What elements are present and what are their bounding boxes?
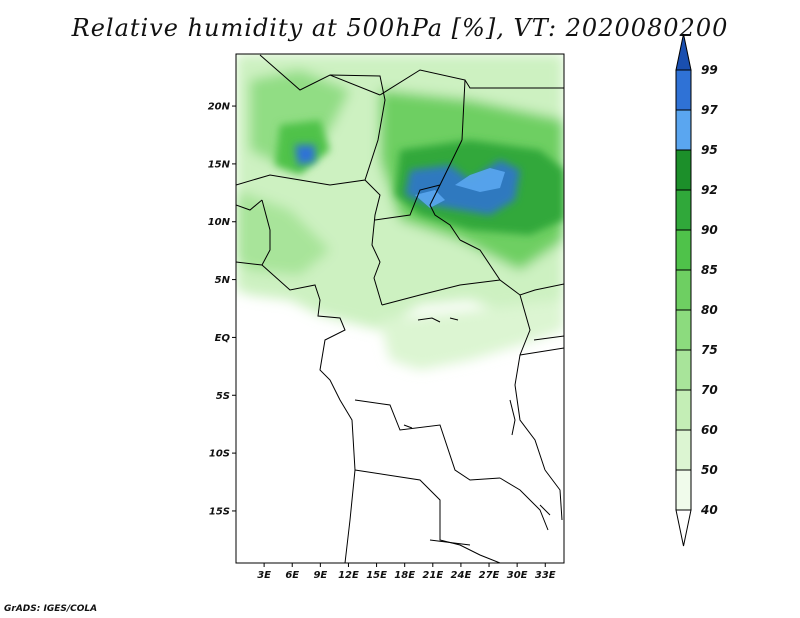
latitude-axis: 20N 15N 10N 5N EQ 5S 10S 15S [208,102,236,517]
colorbar-segment [675,389,692,431]
lat-tick-label: 5S [216,391,230,402]
lon-tick-label: 12E [338,570,359,581]
colorbar-segment [675,109,692,151]
lon-tick-label: 21E [422,570,443,581]
colorbar-segment [675,309,692,351]
colorbar-label: 60 [701,423,718,437]
colorbar-label: 70 [701,383,718,397]
lon-tick-label: 24E [451,570,472,581]
colorbar-segment [675,149,692,191]
lon-tick-label: 27E [479,570,500,581]
colorbar-label: 95 [701,143,718,157]
credit-text: GrADS: IGES/COLA [4,604,98,614]
colorbar-segment [675,349,692,391]
longitude-axis: 3E 6E 9E 12E 15E 18E 21E 24E 27E 30E 33E [257,563,556,581]
colorbar-segment [675,429,692,471]
lon-tick-label: 18E [394,570,415,581]
lon-tick-label: 3E [257,570,271,581]
colorbar-over-arrow [675,33,692,71]
map-title: Relative humidity at 500hPa [%], VT: 202… [71,14,729,42]
country-borders [236,54,564,563]
humidity-shading [236,54,564,370]
lon-tick-label: 9E [313,570,327,581]
colorbar-label: 92 [701,183,718,197]
lat-tick-label: 5N [215,275,231,286]
lat-tick-label: 15S [209,506,230,517]
colorbar-label: 75 [701,343,718,357]
colorbar-segment [675,229,692,271]
colorbar-label: 85 [701,263,718,277]
colorbar-label: 90 [701,223,718,237]
lat-tick-label: 10N [208,217,231,228]
lon-tick-label: 30E [507,570,528,581]
colorbar-label: 97 [701,103,718,117]
lat-tick-label: 10S [209,449,230,460]
colorbar-segment [675,469,692,511]
lat-tick-label: 20N [208,102,231,113]
lon-tick-label: 6E [285,570,299,581]
colorbar-label: 50 [701,463,718,477]
lat-tick-label: EQ [215,333,231,344]
colorbar-segment [675,189,692,231]
colorbar-label: 99 [701,63,718,77]
map-frame [235,53,565,564]
colorbar-segment [675,69,692,111]
colorbar-label: 80 [701,303,718,317]
colorbar: 40 50 60 70 75 80 85 90 92 95 97 99 [675,33,718,547]
lat-tick-label: 15N [208,159,231,170]
colorbar-segment [675,269,692,311]
colorbar-label: 40 [700,503,718,517]
lon-tick-label: 33E [535,570,556,581]
lon-tick-label: 15E [366,570,387,581]
colorbar-under-arrow [675,509,692,547]
